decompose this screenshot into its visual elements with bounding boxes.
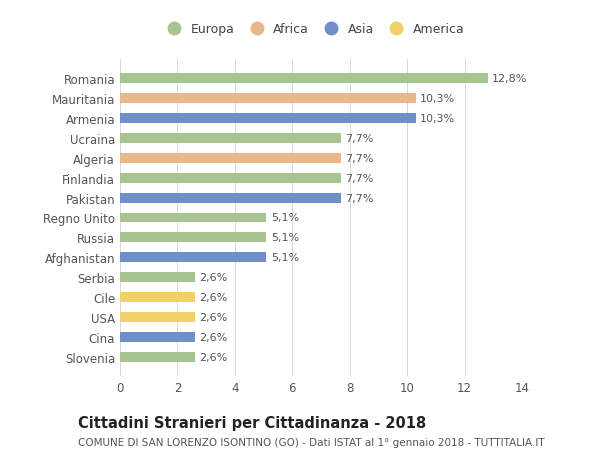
Bar — [120, 273, 194, 283]
Bar — [120, 253, 266, 263]
Text: 10,3%: 10,3% — [420, 94, 455, 104]
Bar — [120, 114, 416, 124]
Text: 2,6%: 2,6% — [199, 352, 227, 362]
Text: 5,1%: 5,1% — [271, 233, 299, 243]
Bar — [120, 94, 416, 104]
Text: 5,1%: 5,1% — [271, 253, 299, 263]
Text: 2,6%: 2,6% — [199, 332, 227, 342]
Legend: Europa, Africa, Asia, America: Europa, Africa, Asia, America — [157, 18, 469, 41]
Bar — [120, 332, 194, 342]
Text: 2,6%: 2,6% — [199, 312, 227, 322]
Bar — [120, 352, 194, 362]
Text: 10,3%: 10,3% — [420, 114, 455, 124]
Text: Cittadini Stranieri per Cittadinanza - 2018: Cittadini Stranieri per Cittadinanza - 2… — [78, 415, 426, 431]
Text: 7,7%: 7,7% — [346, 134, 374, 144]
Text: 7,7%: 7,7% — [346, 193, 374, 203]
Bar — [120, 193, 341, 203]
Bar — [120, 153, 341, 163]
Bar — [120, 213, 266, 223]
Bar — [120, 292, 194, 302]
Text: 2,6%: 2,6% — [199, 273, 227, 283]
Text: 5,1%: 5,1% — [271, 213, 299, 223]
Bar — [120, 174, 341, 183]
Bar — [120, 233, 266, 243]
Text: COMUNE DI SAN LORENZO ISONTINO (GO) - Dati ISTAT al 1° gennaio 2018 - TUTTITALIA: COMUNE DI SAN LORENZO ISONTINO (GO) - Da… — [78, 437, 545, 447]
Bar — [120, 312, 194, 322]
Text: 7,7%: 7,7% — [346, 174, 374, 183]
Text: 12,8%: 12,8% — [492, 74, 527, 84]
Text: 2,6%: 2,6% — [199, 292, 227, 302]
Bar — [120, 134, 341, 144]
Text: 7,7%: 7,7% — [346, 153, 374, 163]
Bar — [120, 74, 488, 84]
